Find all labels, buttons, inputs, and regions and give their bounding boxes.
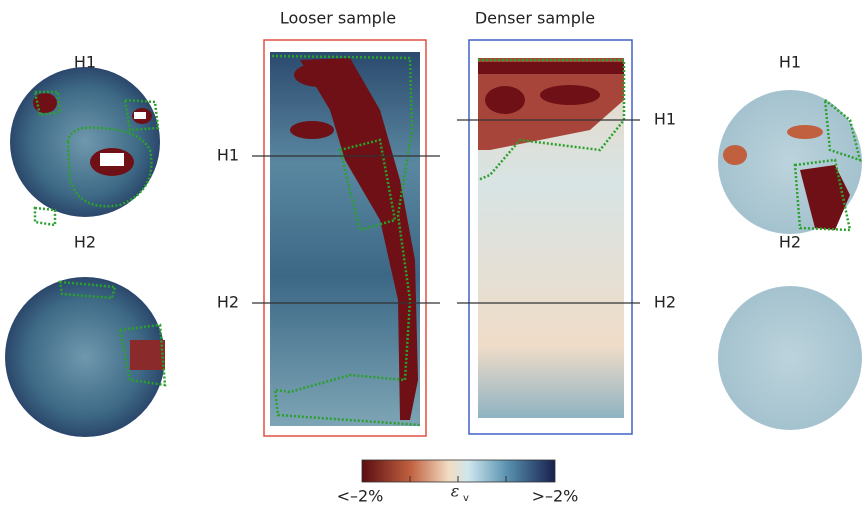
denser-field	[477, 58, 626, 418]
right-h2-slice	[718, 286, 862, 430]
section-label: H2	[654, 293, 676, 312]
section-label: H1	[654, 110, 676, 129]
section-label: H2	[217, 293, 239, 312]
left-h2-slice	[5, 277, 167, 437]
looser-field	[270, 52, 421, 427]
looser-frame	[263, 39, 427, 437]
panel-title: Denser sample	[475, 9, 595, 28]
colorbar-symbol: ε	[451, 482, 460, 501]
colorbar-subscript: v	[463, 493, 469, 504]
left-h1-slice	[10, 67, 160, 227]
slice-label: H1	[74, 53, 96, 72]
right-h1-slice	[718, 90, 862, 234]
denser-frame	[468, 39, 633, 435]
colorbar-min-label: <–2%	[337, 487, 384, 506]
slice-label: H1	[779, 53, 801, 72]
slice-label: H2	[779, 233, 801, 252]
panel-title: Looser sample	[280, 9, 396, 28]
colorbar	[361, 459, 556, 483]
colorbar-max-label: >–2%	[532, 487, 579, 506]
section-label: H1	[217, 146, 239, 165]
slice-label: H2	[74, 233, 96, 252]
